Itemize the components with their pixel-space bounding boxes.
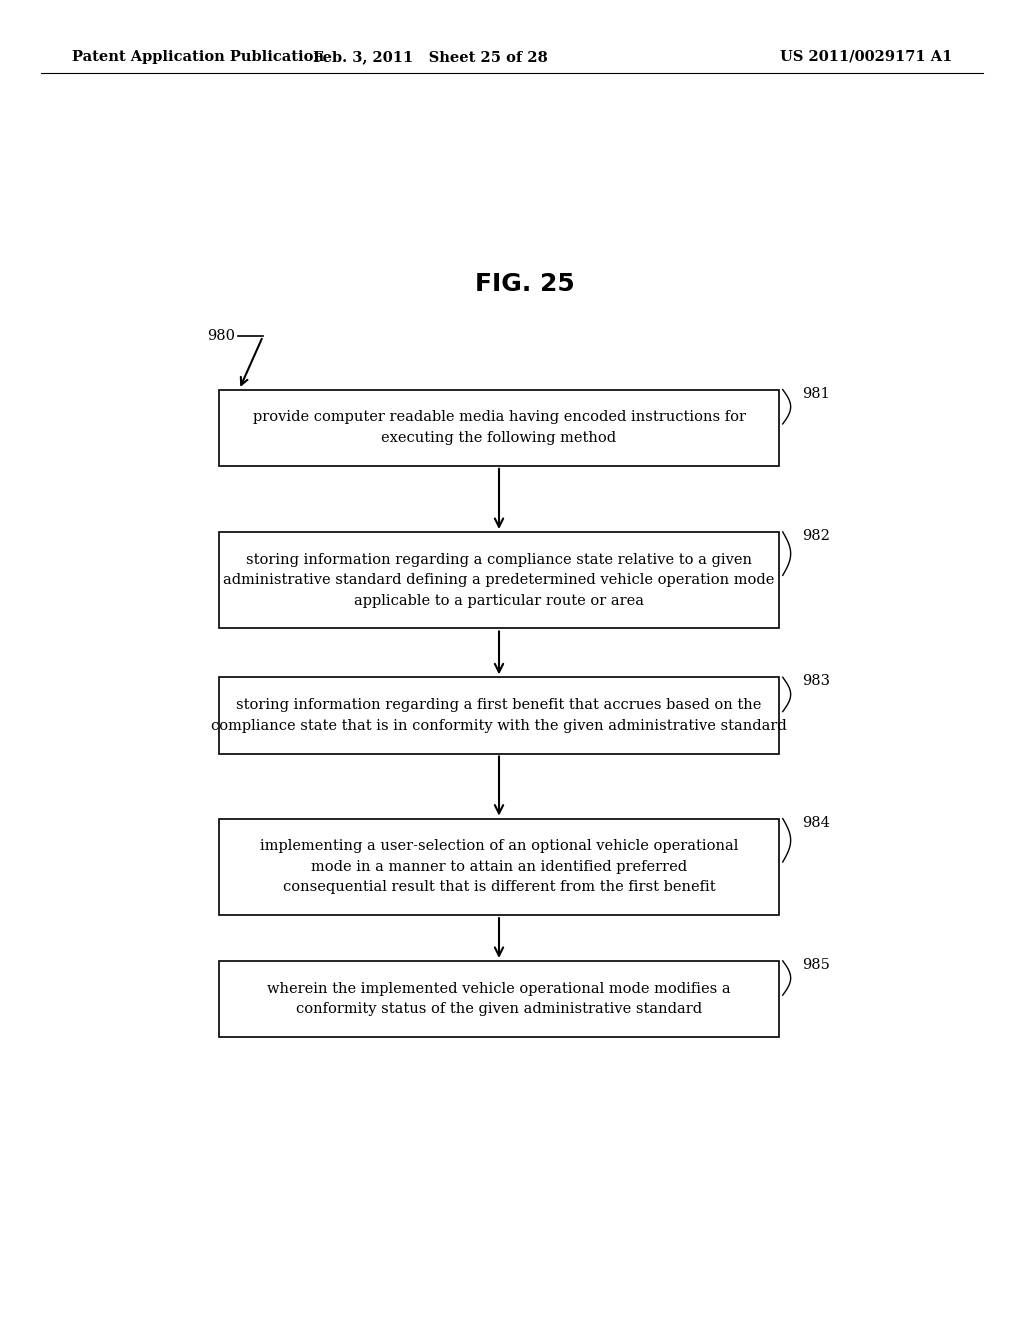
Bar: [219, 677, 778, 754]
Text: storing information regarding a compliance state relative to a given
administrat: storing information regarding a complian…: [223, 553, 775, 607]
Bar: [219, 961, 778, 1038]
Text: Patent Application Publication: Patent Application Publication: [72, 50, 324, 63]
Text: 982: 982: [803, 529, 830, 543]
Text: 984: 984: [803, 816, 830, 829]
Text: Feb. 3, 2011   Sheet 25 of 28: Feb. 3, 2011 Sheet 25 of 28: [312, 50, 548, 63]
Text: 981: 981: [803, 387, 830, 400]
Text: 985: 985: [803, 958, 830, 972]
Text: 983: 983: [803, 675, 830, 688]
Bar: [219, 389, 778, 466]
Bar: [219, 818, 778, 915]
Bar: [219, 532, 778, 628]
Text: implementing a user-selection of an optional vehicle operational
mode in a manne: implementing a user-selection of an opti…: [260, 840, 738, 895]
Text: wherein the implemented vehicle operational mode modifies a
conformity status of: wherein the implemented vehicle operatio…: [267, 982, 731, 1016]
Text: US 2011/0029171 A1: US 2011/0029171 A1: [780, 50, 952, 63]
Text: storing information regarding a first benefit that accrues based on the
complian: storing information regarding a first be…: [211, 698, 786, 733]
Text: 980: 980: [207, 329, 236, 343]
Text: provide computer readable media having encoded instructions for
executing the fo: provide computer readable media having e…: [253, 411, 745, 445]
Text: FIG. 25: FIG. 25: [475, 272, 574, 297]
